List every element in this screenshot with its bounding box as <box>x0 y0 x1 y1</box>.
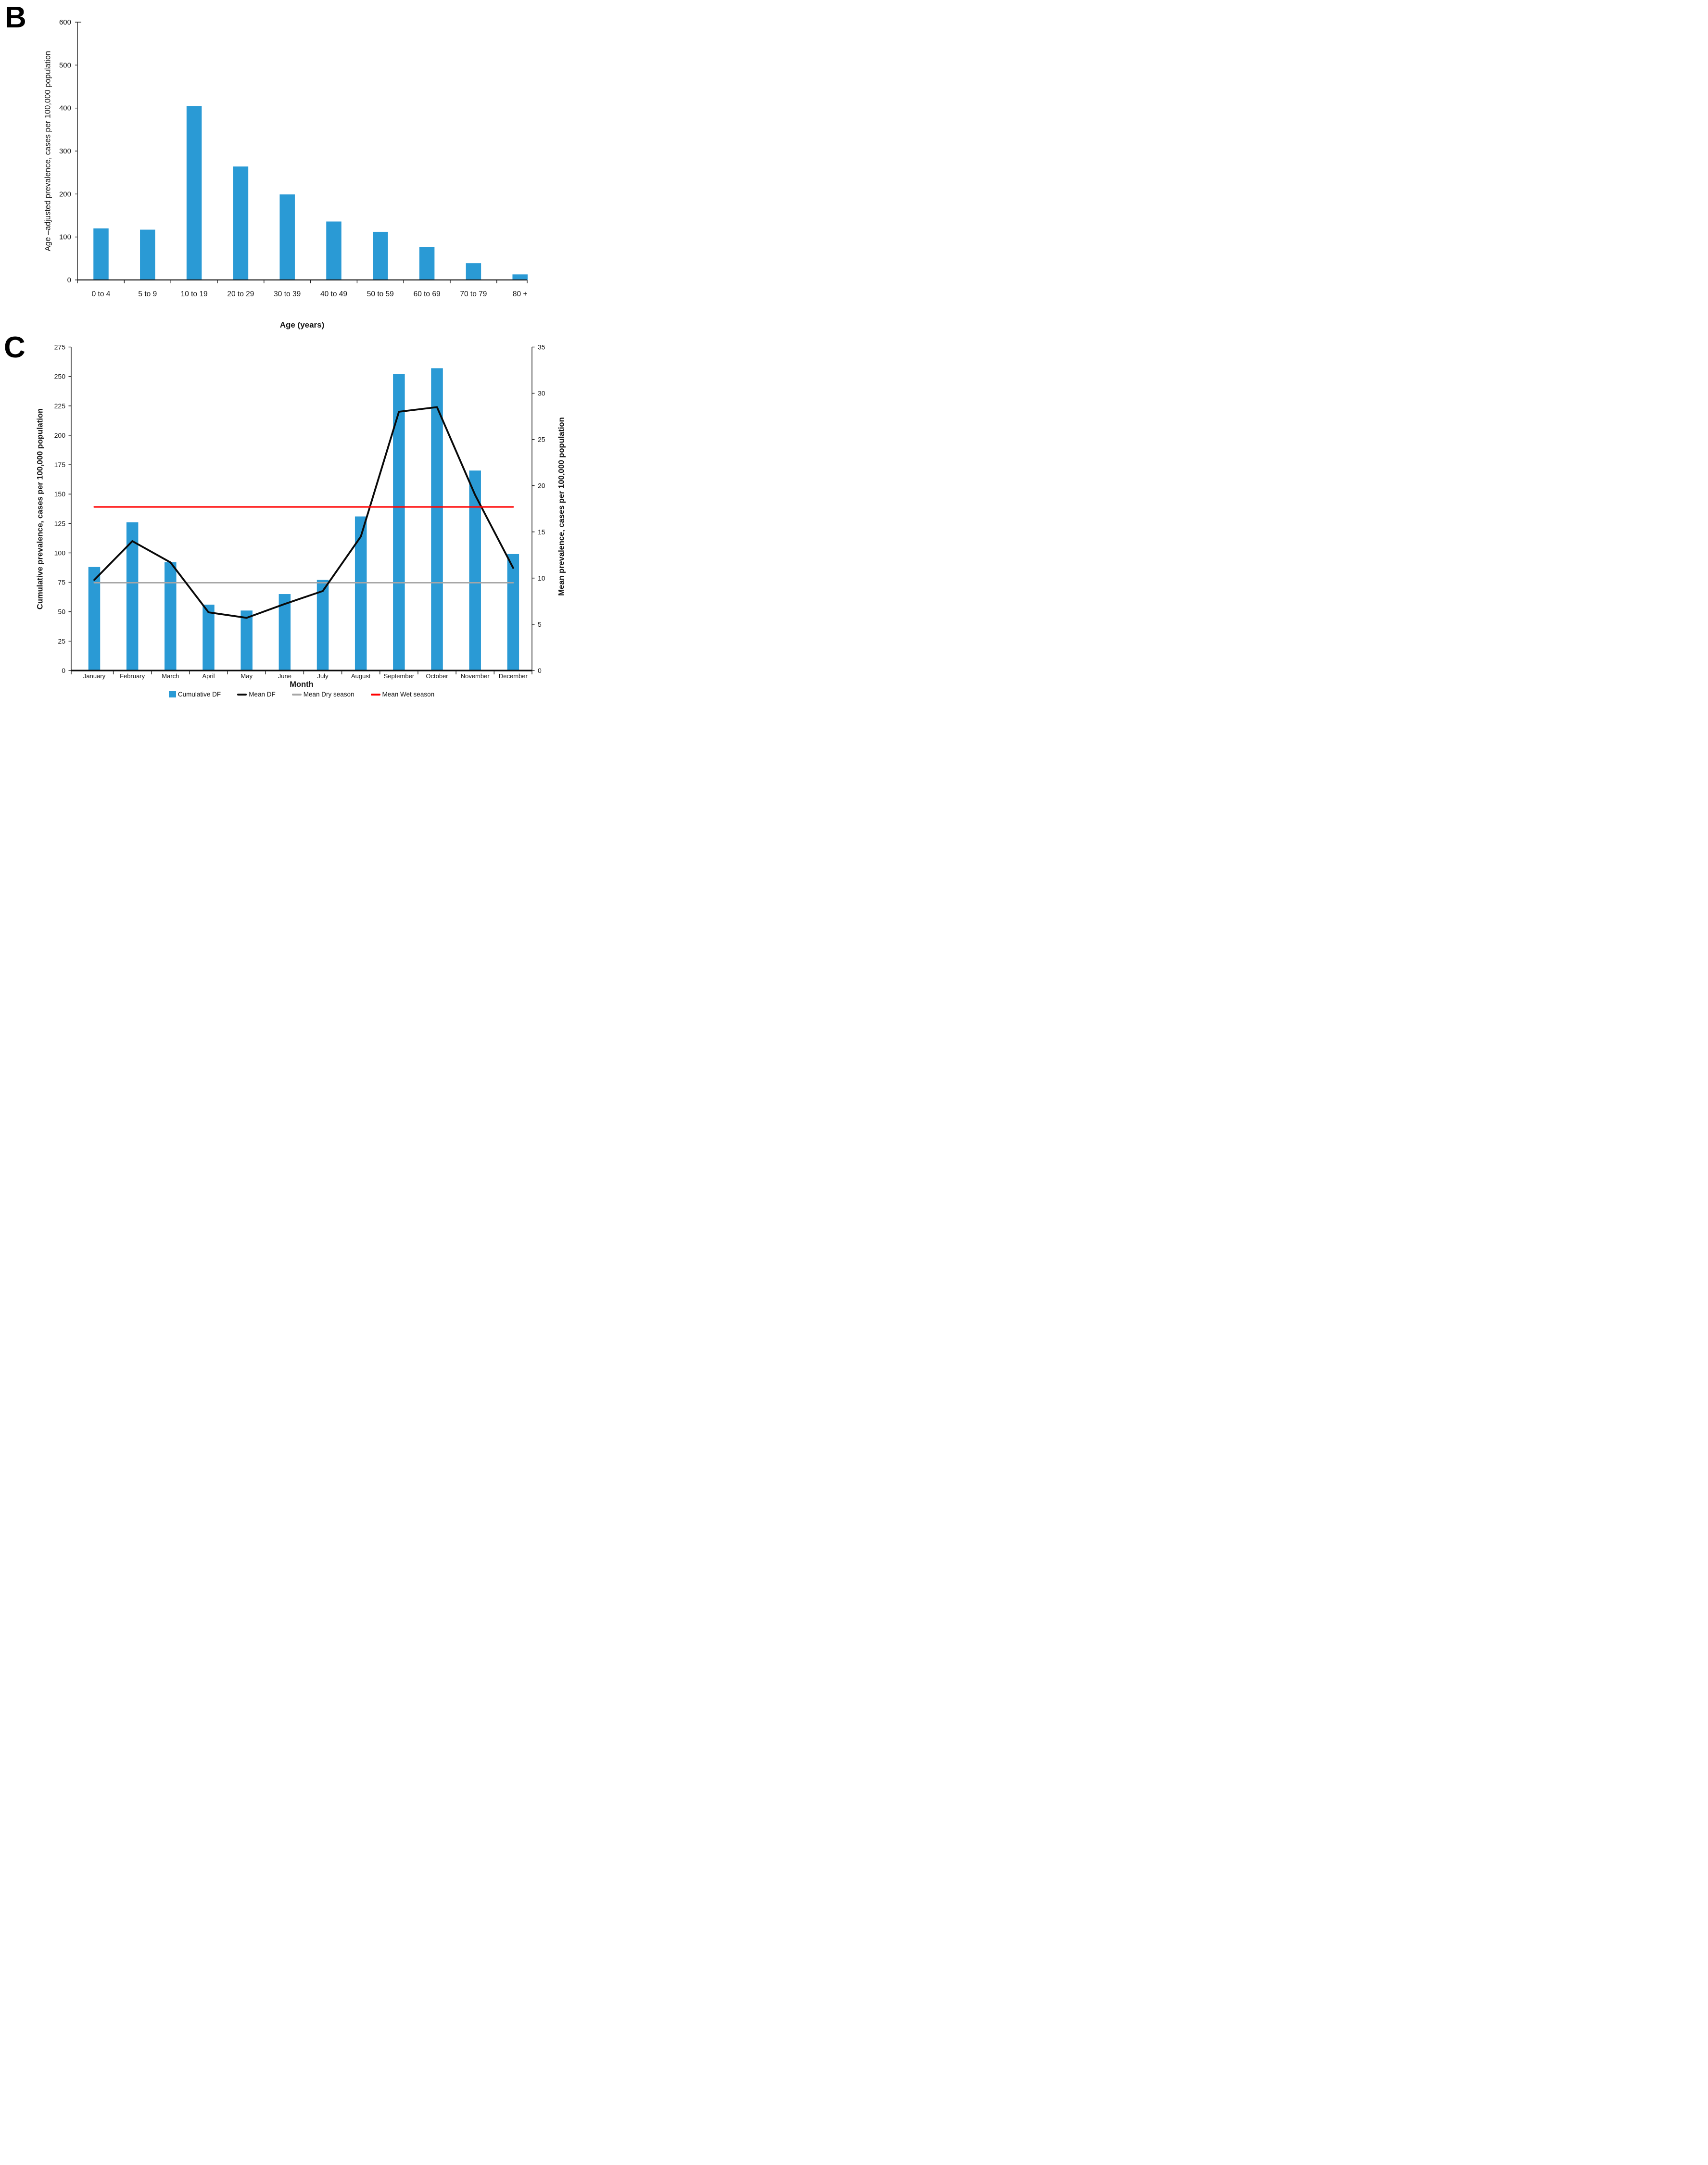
c-left-tick-label: 175 <box>54 461 66 468</box>
c-bar-5 <box>278 594 291 671</box>
c-left-tick-label: 150 <box>54 490 66 498</box>
c-mean-df-line <box>93 406 514 619</box>
b-bar-3 <box>233 166 249 280</box>
b-y-tick-label: 500 <box>59 61 71 69</box>
b-bar-4 <box>279 194 295 280</box>
c-right-tick-label: 35 <box>538 343 545 351</box>
c-month-label: February <box>120 672 145 680</box>
legend-label: Mean Dry season <box>303 691 354 698</box>
c-bar-11 <box>507 554 519 671</box>
panel-c-x-axis-title: Month <box>290 680 314 689</box>
c-bar-10 <box>469 470 481 671</box>
c-bar-0 <box>88 567 101 671</box>
c-month-label: April <box>202 672 215 680</box>
panel-c-right-axis-title: Mean prevalence, cases per 100,000 popul… <box>557 417 566 596</box>
b-bar-5 <box>326 221 342 280</box>
c-right-tick-label: 20 <box>538 482 545 490</box>
legend-label: Mean DF <box>249 691 276 698</box>
b-x-category-label: 80 + <box>513 290 528 298</box>
c-month-label: March <box>162 672 179 680</box>
b-x-category-label: 20 to 29 <box>227 290 254 298</box>
legend-item-mean-wet-season: Mean Wet season <box>370 691 435 698</box>
c-left-tick-label: 250 <box>54 373 66 380</box>
b-y-tick-label: 0 <box>67 276 71 284</box>
c-right-tick-label: 25 <box>538 436 545 443</box>
c-left-tick-label: 25 <box>58 637 65 645</box>
c-month-label: May <box>240 672 253 680</box>
c-bar-2 <box>164 562 177 671</box>
legend-item-mean-df: Mean DF <box>237 691 276 698</box>
c-bar-7 <box>354 516 367 671</box>
b-bar-1 <box>140 229 155 280</box>
c-left-tick-label: 125 <box>54 519 66 527</box>
b-y-tick-label: 600 <box>59 18 71 26</box>
c-month-label: June <box>278 672 291 680</box>
panel-c-label: C <box>4 331 25 364</box>
c-bar-4 <box>240 610 253 671</box>
legend-item-cumulative-df: Cumulative DF <box>168 691 221 698</box>
legend: Cumulative DF Mean DF Mean Dry season Me… <box>71 691 532 698</box>
b-x-category-label: 60 to 69 <box>414 290 441 298</box>
c-left-tick-label: 50 <box>58 608 65 616</box>
b-bar-6 <box>373 231 388 280</box>
c-right-tick-label: 5 <box>538 620 542 628</box>
c-bar-9 <box>431 368 443 671</box>
c-right-tick-label: 0 <box>538 667 542 674</box>
c-month-label: October <box>426 672 448 680</box>
legend-label: Mean Wet season <box>382 691 435 698</box>
b-x-category-label: 5 to 9 <box>138 290 157 298</box>
line-swatch-icon <box>291 693 302 696</box>
b-x-category-label: 10 to 19 <box>181 290 208 298</box>
legend-label: Cumulative DF <box>177 691 221 698</box>
legend-item-mean-dry-season: Mean Dry season <box>291 691 354 698</box>
c-bar-6 <box>316 580 329 671</box>
c-left-tick-label: 75 <box>58 579 65 586</box>
b-x-category-label: 30 to 39 <box>274 290 301 298</box>
c-left-tick-label: 100 <box>54 549 66 557</box>
c-right-tick-label: 30 <box>538 390 545 397</box>
c-left-tick-label: 200 <box>54 431 66 439</box>
c-month-label: November <box>461 672 490 680</box>
b-bar-8 <box>466 263 481 280</box>
line-swatch-icon <box>237 693 247 696</box>
b-y-tick-label: 300 <box>59 147 71 155</box>
c-month-label: August <box>351 672 371 680</box>
panel-b-x-axis-title: Age (years) <box>279 320 325 329</box>
b-x-category-label: 50 to 59 <box>367 290 394 298</box>
c-month-label: September <box>384 672 415 680</box>
b-bar-7 <box>419 247 435 280</box>
c-bar-3 <box>202 605 215 671</box>
c-month-label: January <box>83 672 106 680</box>
c-month-label: July <box>317 672 329 680</box>
b-y-tick-label: 400 <box>59 104 71 113</box>
bar-swatch-icon <box>168 691 176 697</box>
panel-b-y-axis-title: Age –adjusted prevalence, cases per 100,… <box>43 51 52 252</box>
b-bar-0 <box>93 228 109 280</box>
b-x-category-label: 40 to 49 <box>320 290 347 298</box>
c-bar-1 <box>126 522 139 671</box>
c-left-tick-label: 0 <box>62 667 65 674</box>
b-y-tick-label: 200 <box>59 190 71 198</box>
panel-c-left-axis-title: Cumulative prevalence, cases per 100,000… <box>36 408 45 610</box>
b-bar-9 <box>512 274 528 280</box>
line-swatch-icon <box>370 693 380 696</box>
b-bar-2 <box>186 106 202 280</box>
c-right-tick-label: 15 <box>538 528 545 536</box>
c-left-tick-label: 225 <box>54 402 66 410</box>
c-right-tick-label: 10 <box>538 574 545 582</box>
panel-b-label: B <box>5 1 26 34</box>
b-x-category-label: 70 to 79 <box>460 290 487 298</box>
c-bar-8 <box>393 374 405 671</box>
b-y-tick-label: 100 <box>59 233 71 241</box>
b-x-category-label: 0 to 4 <box>92 290 111 298</box>
c-left-tick-label: 275 <box>54 343 66 351</box>
c-month-label: December <box>499 672 528 680</box>
